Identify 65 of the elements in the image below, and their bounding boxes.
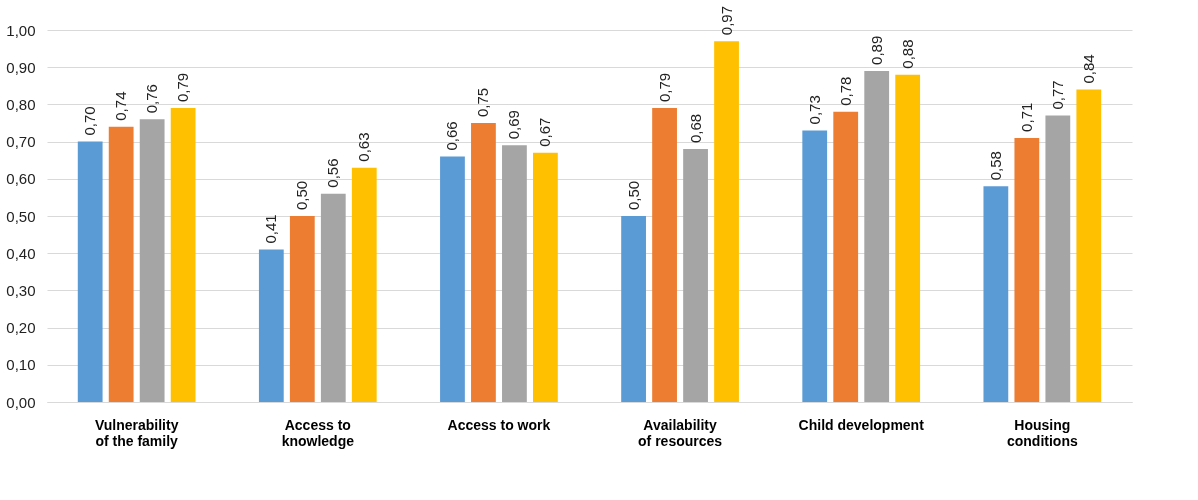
x-tick-label: Access to knowledge <box>281 416 355 449</box>
data-label: 0,50 <box>624 180 642 210</box>
y-tick-label: 0,50 <box>6 207 36 225</box>
bar <box>320 193 346 402</box>
bar <box>108 126 134 402</box>
x-tick-label: Availability of resources <box>638 416 723 449</box>
bar <box>77 141 103 402</box>
data-label: 0,97 <box>717 5 735 36</box>
data-label: 0,66 <box>443 121 461 151</box>
y-tick-label: 0,20 <box>6 319 36 337</box>
data-label: 0,84 <box>1079 54 1097 84</box>
bar <box>895 74 921 402</box>
bar <box>714 41 739 402</box>
bar <box>139 119 165 402</box>
bar <box>258 249 284 402</box>
data-label: 0,89 <box>867 35 885 65</box>
bar <box>621 216 646 402</box>
y-tick-label: 1,00 <box>6 21 36 39</box>
data-label: 0,79 <box>174 72 192 103</box>
data-label: 0,69 <box>505 110 523 140</box>
bar <box>683 149 708 402</box>
bar <box>833 111 859 402</box>
bar <box>351 167 377 402</box>
bar <box>1014 137 1040 402</box>
bar <box>983 186 1009 402</box>
x-tick-label: Vulnerability of the family <box>94 416 179 449</box>
bar <box>533 152 558 402</box>
data-label: 0,70 <box>81 106 99 136</box>
y-tick-label: 0,70 <box>6 133 36 151</box>
bar <box>864 70 890 402</box>
x-tick-label: Housing conditions <box>1006 416 1078 449</box>
y-tick-label: 0,00 <box>6 393 36 411</box>
bar <box>170 108 196 402</box>
data-label: 0,77 <box>1048 80 1066 110</box>
bar <box>1076 89 1102 402</box>
bar <box>502 145 527 402</box>
bar <box>1045 115 1071 402</box>
y-tick-label: 0,10 <box>6 356 36 374</box>
bar <box>289 216 315 402</box>
bar <box>652 108 677 402</box>
data-label: 0,73 <box>805 95 823 125</box>
y-tick-label: 0,80 <box>6 95 36 113</box>
y-tick-label: 0,30 <box>6 281 36 299</box>
x-tick-label: Child development <box>798 416 925 433</box>
data-label: 0,74 <box>112 91 130 121</box>
data-label: 0,79 <box>655 72 673 103</box>
data-label: 0,68 <box>686 113 704 144</box>
data-label: 0,41 <box>262 214 280 244</box>
data-label: 0,75 <box>474 87 492 117</box>
x-tick-label: Access to work <box>447 416 551 433</box>
y-tick-label: 0,40 <box>6 244 36 262</box>
data-label: 0,50 <box>293 180 311 210</box>
bar <box>802 130 828 402</box>
data-label: 0,56 <box>324 158 342 188</box>
bar <box>471 123 496 402</box>
data-label: 0,88 <box>898 39 916 69</box>
data-label: 0,58 <box>986 151 1004 181</box>
data-label: 0,71 <box>1017 102 1035 132</box>
y-tick-label: 0,90 <box>6 58 36 76</box>
data-label: 0,76 <box>143 84 161 114</box>
bar <box>440 156 465 402</box>
y-tick-label: 0,60 <box>6 170 36 188</box>
data-label: 0,78 <box>836 76 854 106</box>
data-label: 0,67 <box>536 117 554 147</box>
data-label: 0,63 <box>355 132 373 162</box>
